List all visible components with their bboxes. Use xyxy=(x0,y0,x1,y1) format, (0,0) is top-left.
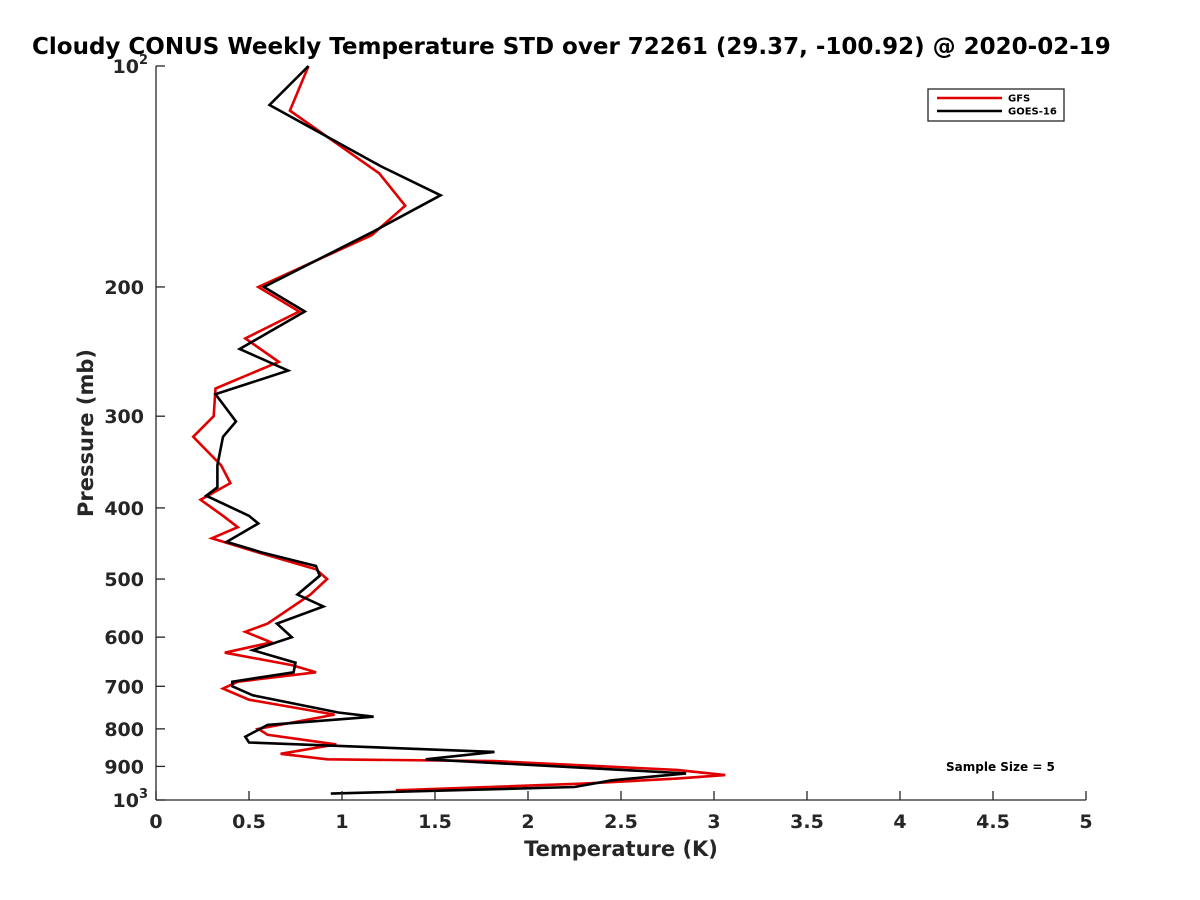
x-tick-label: 1.5 xyxy=(418,811,452,833)
x-tick-label: 0.5 xyxy=(232,811,266,833)
y-axis-label: Pressure (mb) xyxy=(74,349,98,517)
x-tick-label: 5 xyxy=(1079,811,1092,833)
x-tick-label: 0 xyxy=(149,811,162,833)
legend: GFS GOES-16 xyxy=(927,88,1065,122)
x-tick-label: 4.5 xyxy=(976,811,1010,833)
series-line-goes16 xyxy=(203,65,687,795)
plot-area xyxy=(191,65,726,795)
legend-label-goes16: GOES-16 xyxy=(1008,107,1057,118)
x-ticks: 0 0.5 1 1.5 2 2.5 3 3.5 4 4.5 5 xyxy=(149,791,1093,833)
series-line-gfs xyxy=(191,65,726,792)
axes xyxy=(155,66,1086,801)
y-tick-label: 700 xyxy=(104,676,144,698)
y-tick-label-power: 103 xyxy=(113,787,149,812)
x-tick-label: 4 xyxy=(893,811,906,833)
y-tick-label: 600 xyxy=(104,627,144,649)
y-ticks: 200 300 400 500 600 700 800 900 102 103 xyxy=(104,53,165,812)
x-tick-label: 1 xyxy=(335,811,348,833)
x-tick-label: 3 xyxy=(707,811,720,833)
y-tick-label: 300 xyxy=(104,406,144,428)
chart-title: Cloudy CONUS Weekly Temperature STD over… xyxy=(32,34,1111,60)
x-tick-label: 3.5 xyxy=(790,811,824,833)
y-tick-label: 200 xyxy=(104,277,144,299)
y-tick-label: 500 xyxy=(104,569,144,591)
y-tick-label: 800 xyxy=(104,719,144,741)
y-tick-label-power: 102 xyxy=(113,53,149,78)
legend-box xyxy=(927,88,1065,122)
y-tick-label: 900 xyxy=(104,756,144,778)
y-tick-label: 400 xyxy=(104,498,144,520)
x-tick-label: 2 xyxy=(521,811,534,833)
x-axis-label: Temperature (K) xyxy=(524,837,718,861)
x-tick-label: 2.5 xyxy=(604,811,638,833)
sample-size-annotation: Sample Size = 5 xyxy=(946,760,1055,774)
legend-label-gfs: GFS xyxy=(1008,94,1030,105)
